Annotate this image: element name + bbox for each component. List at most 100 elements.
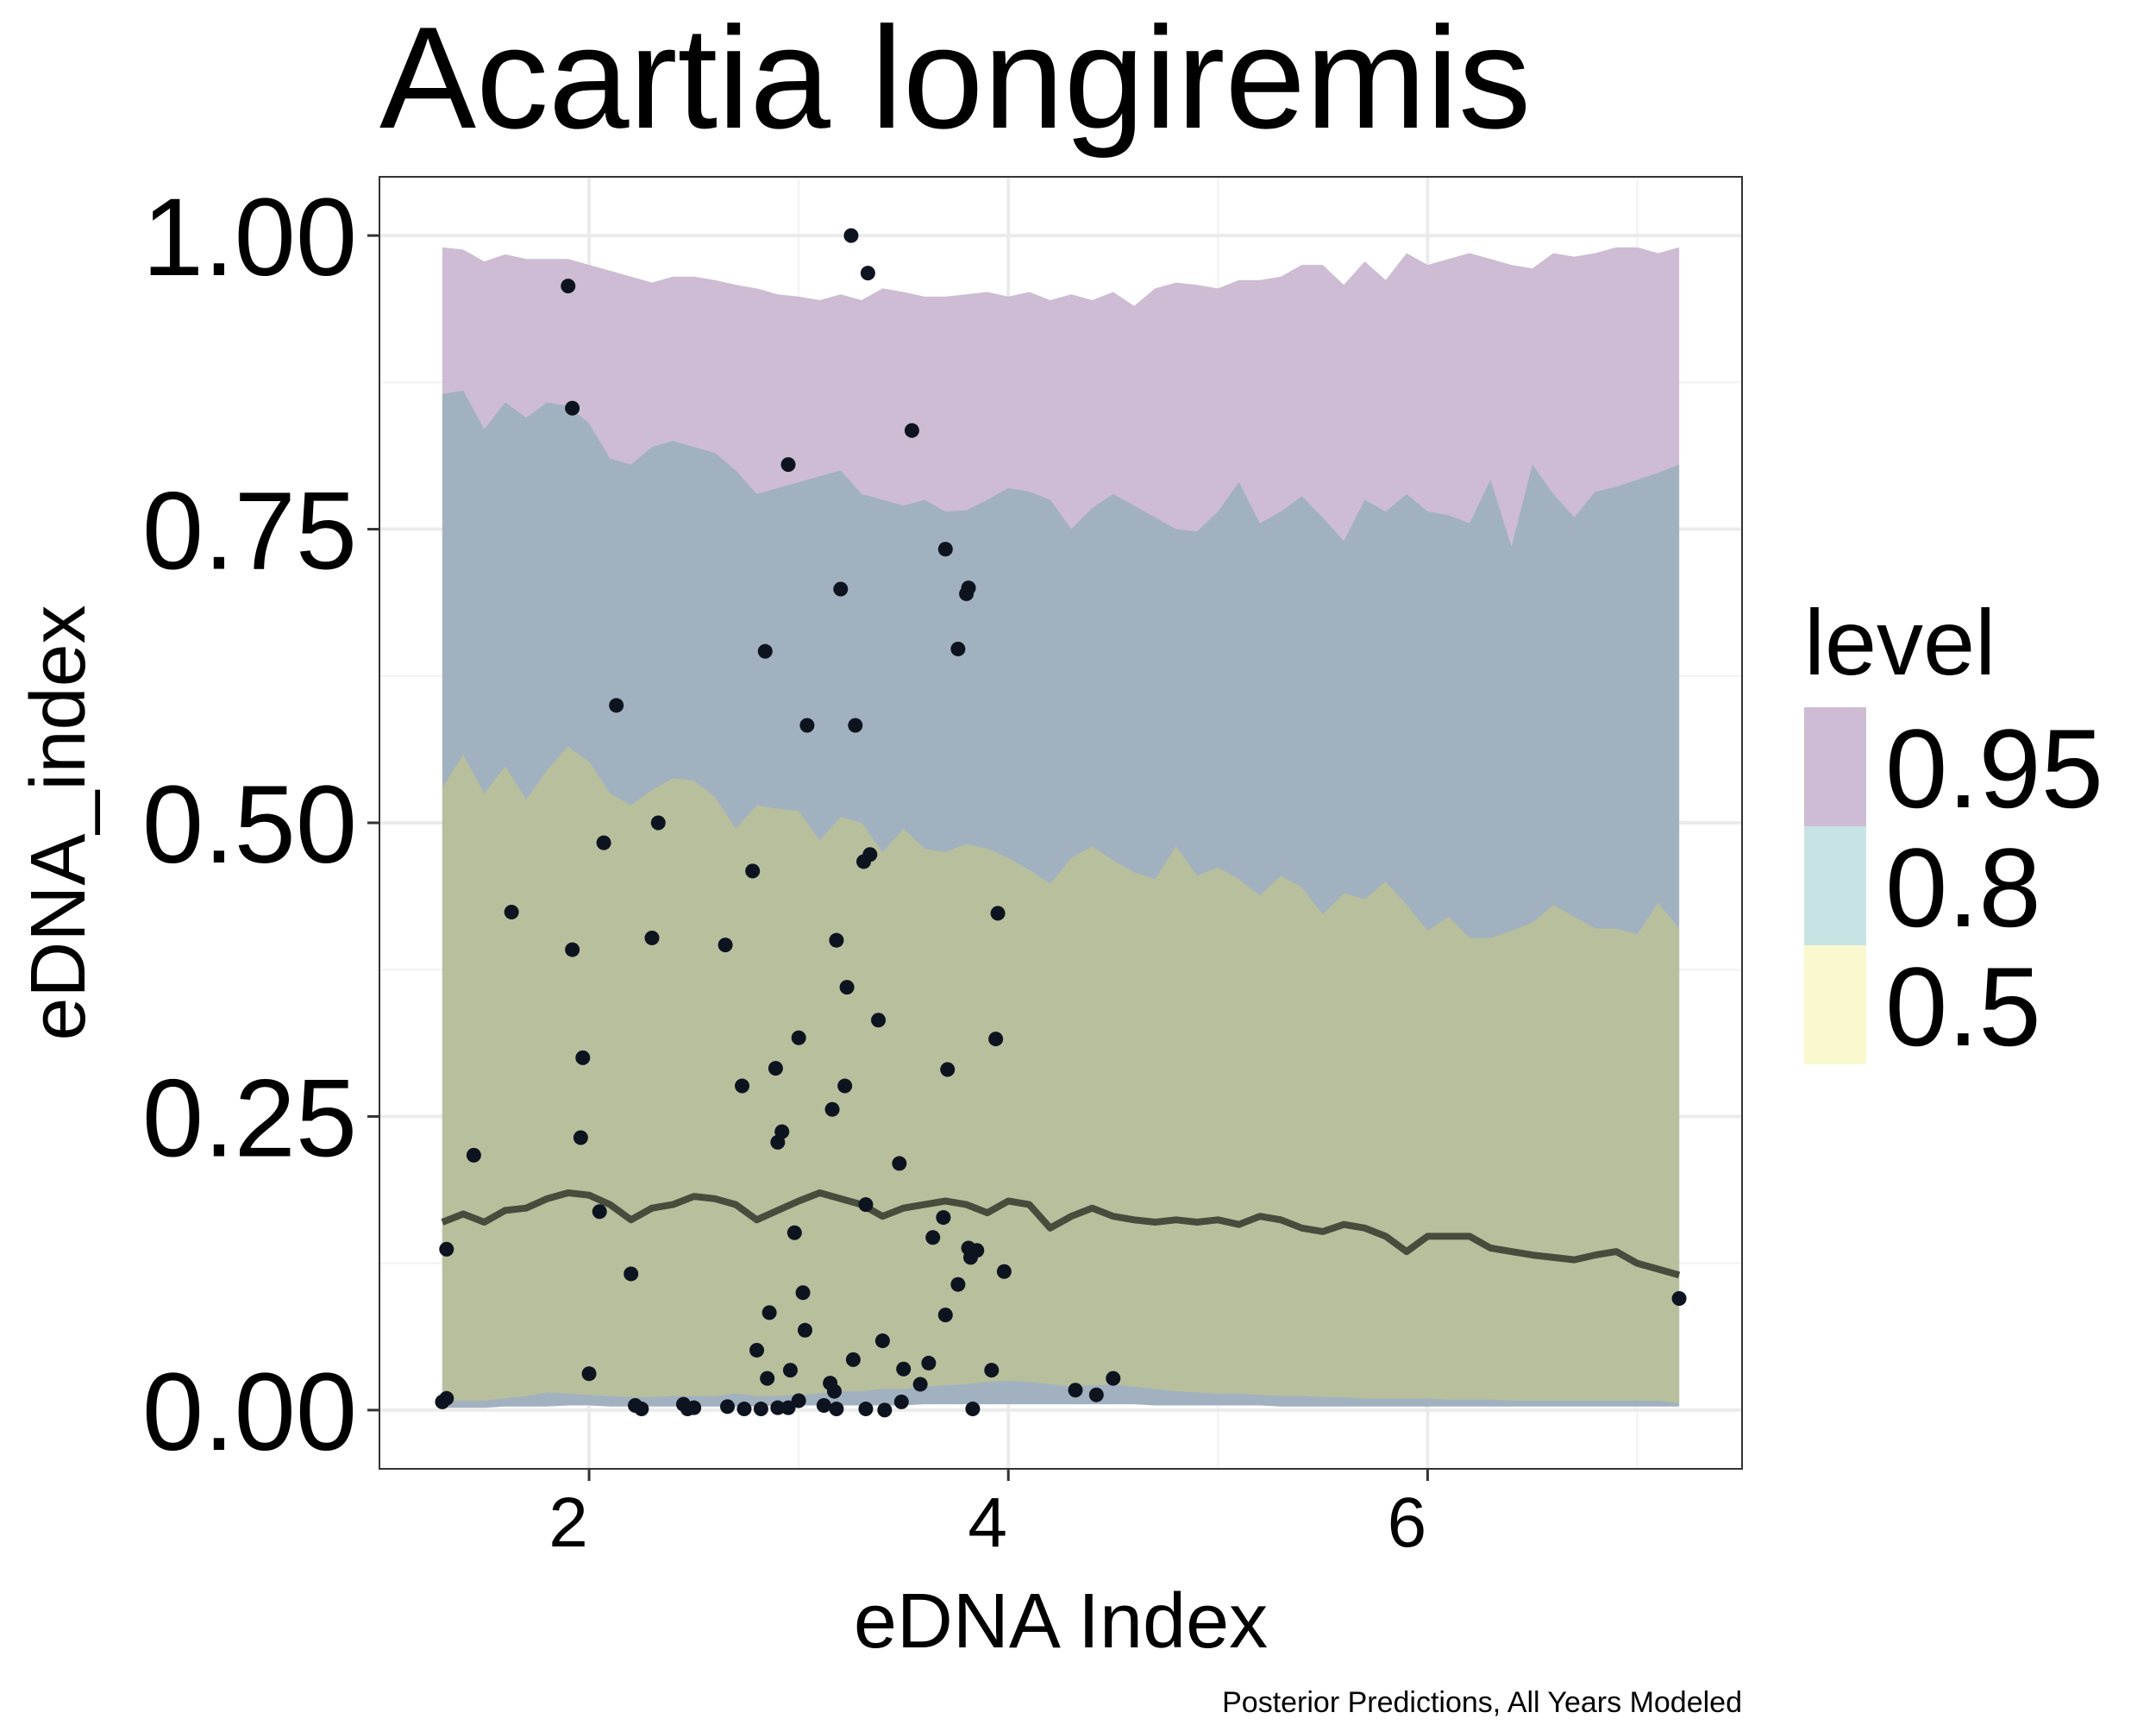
data-point bbox=[826, 1383, 842, 1399]
data-point bbox=[504, 904, 519, 919]
legend-title: level bbox=[1804, 590, 1996, 694]
data-point bbox=[969, 1243, 985, 1258]
data-point bbox=[770, 1400, 786, 1415]
data-point bbox=[609, 698, 624, 713]
data-point bbox=[761, 1305, 777, 1320]
data-point bbox=[871, 1013, 887, 1028]
data-point bbox=[816, 1397, 831, 1413]
data-point bbox=[860, 266, 875, 281]
data-point bbox=[896, 1361, 912, 1377]
data-point bbox=[791, 1030, 806, 1045]
data-point bbox=[893, 1394, 909, 1409]
data-point bbox=[718, 938, 733, 953]
legend-label-0-95: 0.95 bbox=[1885, 706, 2103, 831]
legend-swatch-0-5 bbox=[1804, 945, 1866, 1064]
data-point bbox=[774, 1124, 790, 1139]
data-point bbox=[990, 906, 1006, 921]
data-point bbox=[581, 1366, 597, 1382]
data-point bbox=[797, 1322, 812, 1338]
data-point bbox=[634, 1402, 649, 1417]
data-point bbox=[757, 643, 773, 659]
data-point bbox=[858, 1197, 874, 1213]
y-tick-label: 0.00 bbox=[142, 1351, 357, 1474]
data-point bbox=[439, 1241, 454, 1257]
data-point bbox=[912, 1377, 928, 1392]
data-point bbox=[862, 847, 878, 862]
data-point bbox=[466, 1147, 481, 1163]
data-point bbox=[787, 1225, 802, 1240]
data-point bbox=[561, 279, 576, 294]
legend-items: 0.950.80.5 bbox=[1804, 706, 2103, 1070]
data-point bbox=[565, 942, 580, 957]
x-axis-title: eDNA Index bbox=[854, 1578, 1268, 1665]
data-point bbox=[439, 1390, 454, 1406]
median-line bbox=[441, 1189, 1681, 1279]
credible-bands bbox=[442, 247, 1680, 1408]
data-point bbox=[837, 1078, 853, 1094]
chart-caption: Posterior Predictions, All Years Modeled bbox=[1222, 1686, 1742, 1719]
data-point bbox=[795, 1285, 811, 1301]
data-point bbox=[736, 1402, 752, 1417]
data-point bbox=[996, 1264, 1012, 1279]
data-point bbox=[858, 1402, 874, 1417]
data-point bbox=[1671, 1291, 1687, 1307]
data-point bbox=[874, 1333, 890, 1349]
data-point bbox=[829, 1402, 844, 1417]
data-point bbox=[735, 1078, 750, 1094]
data-point bbox=[573, 1130, 588, 1145]
x-axis: 2 4 6 bbox=[548, 1469, 1429, 1562]
data-point bbox=[596, 835, 611, 850]
data-point bbox=[877, 1402, 893, 1418]
data-point bbox=[745, 863, 761, 879]
data-point bbox=[950, 641, 966, 656]
data-point bbox=[824, 1101, 840, 1117]
legend-label-0-5: 0.5 bbox=[1885, 944, 2041, 1070]
y-tick-label: 0.50 bbox=[142, 763, 357, 887]
data-point bbox=[925, 1230, 941, 1245]
data-point bbox=[592, 1204, 607, 1220]
data-point bbox=[843, 228, 859, 243]
data-point bbox=[782, 1363, 798, 1378]
data-point bbox=[833, 581, 849, 597]
legend-swatch-0-95 bbox=[1804, 707, 1866, 826]
data-point bbox=[829, 932, 844, 948]
legend-label-0-8: 0.8 bbox=[1885, 825, 2041, 950]
y-axis: 0.00 0.25 0.50 0.75 1.00 bbox=[142, 176, 379, 1474]
data-point bbox=[1068, 1383, 1083, 1398]
data-point bbox=[940, 1062, 956, 1077]
y-tick-label: 0.25 bbox=[142, 1057, 357, 1180]
data-point bbox=[686, 1400, 702, 1415]
data-point bbox=[1106, 1371, 1121, 1386]
data-point bbox=[624, 1266, 639, 1282]
data-point bbox=[988, 1032, 1004, 1047]
data-point bbox=[839, 980, 855, 995]
data-point bbox=[753, 1402, 768, 1417]
data-point bbox=[799, 718, 815, 733]
data-point bbox=[845, 1352, 861, 1367]
data-point bbox=[892, 1156, 907, 1171]
data-point bbox=[791, 1393, 806, 1408]
y-tick-label: 0.75 bbox=[142, 470, 357, 593]
observed-points bbox=[435, 228, 1687, 1418]
data-point bbox=[937, 1308, 953, 1323]
data-point bbox=[921, 1355, 937, 1371]
data-point bbox=[760, 1371, 775, 1386]
x-tick-label: 6 bbox=[1388, 1484, 1427, 1562]
data-point bbox=[768, 1061, 783, 1076]
data-point bbox=[565, 400, 580, 416]
data-point bbox=[720, 1399, 736, 1414]
data-point bbox=[965, 1402, 981, 1417]
data-point bbox=[1088, 1387, 1104, 1402]
data-point bbox=[961, 580, 976, 596]
legend: level 0.950.80.5 bbox=[1804, 590, 2103, 1070]
x-tick-label: 4 bbox=[968, 1484, 1007, 1562]
y-tick-label: 1.00 bbox=[142, 176, 357, 299]
data-point bbox=[848, 718, 863, 733]
data-point bbox=[749, 1342, 765, 1358]
y-axis-title: eDNA_index bbox=[16, 605, 102, 1040]
data-point bbox=[936, 1210, 951, 1226]
data-point bbox=[950, 1276, 966, 1292]
x-tick-label: 2 bbox=[548, 1484, 588, 1562]
data-point bbox=[650, 815, 666, 831]
